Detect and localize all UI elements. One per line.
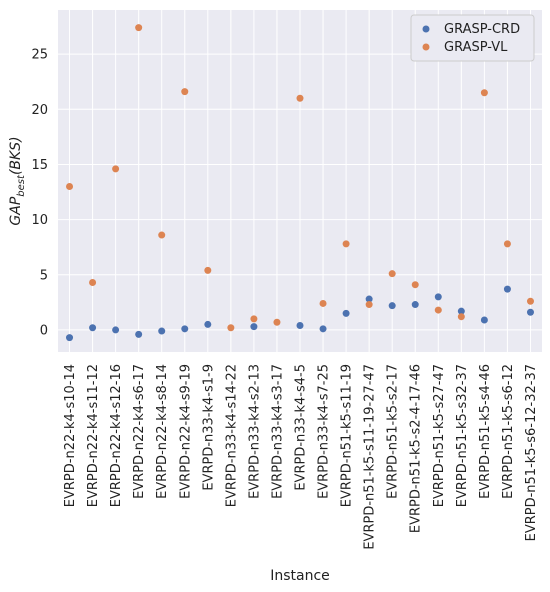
point-grasp-vl: [342, 240, 350, 248]
point-grasp-vl: [503, 240, 511, 248]
point-grasp-crd: [388, 302, 396, 310]
legend: GRASP-CRD GRASP-VL: [410, 14, 535, 62]
x-tick-label: EVRPD-n22-k4-s12-16: [109, 364, 124, 507]
point-grasp-vl: [204, 266, 212, 274]
point-grasp-vl: [480, 89, 488, 97]
y-tick-label: 20: [31, 103, 48, 118]
legend-label-grasp-vl: GRASP-VL: [444, 40, 508, 55]
point-grasp-crd: [181, 325, 189, 333]
y-tick-labels: 0 5 10 15 20 25: [31, 48, 48, 339]
x-tick-label: EVRPD-n51-k5-s6-12: [501, 364, 516, 499]
point-grasp-crd: [296, 322, 304, 330]
x-tick-label: EVRPD-n51-k5-s6-12-32-37: [524, 364, 539, 541]
legend-marker-grasp-vl: [422, 43, 430, 51]
point-grasp-crd: [411, 301, 419, 309]
point-grasp-vl: [365, 301, 373, 309]
x-tick-label: EVRPD-n51-k5-s27-47: [432, 364, 447, 507]
x-tick-label: EVRPD-n33-k4-s7-25: [317, 364, 332, 499]
y-tick-label: 5: [40, 268, 48, 283]
point-grasp-vl: [273, 318, 281, 326]
x-tick-label: EVRPD-n22-k4-s6-17: [132, 364, 147, 499]
point-grasp-crd: [112, 326, 120, 334]
x-tick-label: EVRPD-n51-k5-s11-19: [340, 364, 355, 507]
x-tick-label: EVRPD-n51-k5-s32-37: [455, 364, 470, 507]
x-tick-label: EVRPD-n51-k5-s4-46: [478, 364, 493, 499]
x-tick-labels: EVRPD-n22-k4-s10-14 EVRPD-n22-k4-s11-12 EV…: [63, 364, 539, 550]
point-grasp-crd: [342, 309, 350, 317]
x-tick-label: EVRPD-n51-k5-s11-19-27-47: [363, 364, 378, 550]
x-tick-label: EVRPD-n22-k4-s11-12: [86, 364, 101, 507]
point-grasp-crd: [66, 334, 74, 342]
point-grasp-crd: [204, 320, 212, 328]
point-grasp-vl: [112, 165, 120, 173]
y-axis-label: GAPbest(BKS): [8, 136, 27, 225]
point-grasp-vl: [434, 306, 442, 314]
x-tick-label: EVRPD-n33-k4-s14-22: [224, 364, 239, 507]
x-tick-label: EVRPD-n22-k4-s8-14: [155, 364, 170, 499]
point-grasp-vl: [250, 315, 258, 323]
point-grasp-vl: [319, 299, 327, 307]
point-grasp-vl: [526, 297, 534, 305]
point-grasp-vl: [296, 94, 304, 102]
point-grasp-vl: [135, 24, 143, 32]
point-grasp-crd: [135, 330, 143, 338]
x-tick-label: EVRPD-n22-k4-s10-14: [63, 364, 78, 507]
legend-label-grasp-crd: GRASP-CRD: [444, 22, 520, 37]
data-points: [66, 24, 534, 342]
x-axis-label: Instance: [270, 568, 330, 584]
point-grasp-vl: [181, 88, 189, 96]
point-grasp-crd: [503, 285, 511, 293]
point-grasp-crd: [526, 308, 534, 316]
point-grasp-crd: [158, 327, 166, 335]
y-tick-label: 0: [40, 323, 48, 338]
x-tick-label: EVRPD-n33-k4-s2-13: [247, 364, 262, 499]
point-grasp-crd: [365, 295, 373, 303]
point-grasp-vl: [89, 278, 97, 286]
legend-box: [410, 14, 535, 62]
point-grasp-vl: [66, 183, 74, 191]
point-grasp-vl: [388, 270, 396, 278]
point-grasp-crd: [250, 323, 258, 331]
x-tick-label: EVRPD-n51-k5-s2-4-17-46: [409, 364, 424, 533]
point-grasp-vl: [457, 313, 465, 321]
point-grasp-crd: [319, 325, 327, 333]
y-tick-label: 10: [31, 213, 48, 228]
x-tick-label: EVRPD-n33-k4-s3-17: [270, 364, 285, 499]
point-grasp-crd: [89, 324, 97, 332]
y-tick-label: 25: [31, 48, 48, 63]
point-grasp-vl: [158, 231, 166, 239]
point-grasp-crd: [457, 307, 465, 315]
grid: [58, 10, 542, 352]
x-tick-label: EVRPD-n33-k4-s4-5: [294, 364, 309, 491]
point-grasp-vl: [227, 324, 235, 332]
x-tick-label: EVRPD-n51-k5-s2-17: [386, 364, 401, 499]
x-tick-label: EVRPD-n33-k4-s1-9: [201, 364, 216, 491]
legend-marker-grasp-crd: [422, 25, 430, 33]
y-tick-label: 15: [31, 158, 48, 173]
point-grasp-crd: [480, 316, 488, 324]
point-grasp-crd: [434, 293, 442, 301]
x-tick-label: EVRPD-n22-k4-s9-19: [178, 364, 193, 499]
point-grasp-vl: [411, 281, 419, 289]
